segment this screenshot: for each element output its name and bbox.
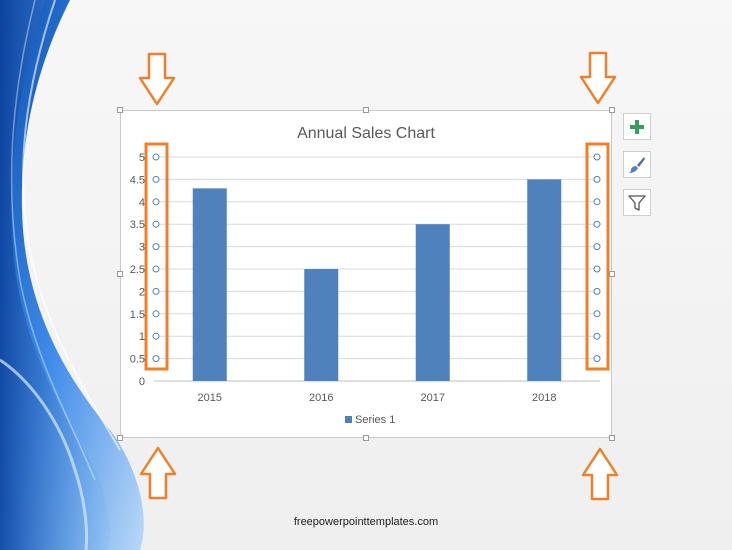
gridline-handle-right <box>593 243 601 251</box>
gridline-handle-right <box>593 287 601 295</box>
y-tick-label: 0 <box>139 376 145 388</box>
gridline-handle-right <box>593 332 601 340</box>
background-swirl <box>0 0 144 550</box>
chart-filters-button[interactable] <box>623 189 651 216</box>
gridline-handle-left <box>152 153 160 161</box>
y-tick-label: 2.5 <box>130 264 145 276</box>
footer-text: freepowerpointtemplates.com <box>293 516 439 528</box>
x-tick-label: 2017 <box>421 392 445 404</box>
gridline-handle-left <box>152 310 160 318</box>
gridline-handle-left <box>152 198 160 206</box>
funnel-icon <box>628 194 646 211</box>
gridline-handle-left <box>152 243 160 251</box>
y-tick-label: 4 <box>139 197 145 209</box>
legend-swatch <box>345 416 352 423</box>
y-tick-label: 3.5 <box>130 219 145 231</box>
y-tick-label: 3 <box>139 242 145 254</box>
x-tick-label: 2016 <box>309 392 333 404</box>
legend-label: Series 1 <box>355 414 395 426</box>
gridline-handle-left <box>152 175 160 183</box>
gridline-handle-right <box>593 220 601 228</box>
gridline-handle-left <box>152 332 160 340</box>
gridline-handle-right <box>593 310 601 318</box>
bar[interactable] <box>192 188 227 381</box>
arrow-up-icon <box>139 446 177 500</box>
arrow-down-icon <box>138 52 176 106</box>
y-tick-label: 0.5 <box>130 354 145 366</box>
bar[interactable] <box>415 224 450 381</box>
gridline-handle-left <box>152 355 160 363</box>
x-tick-label: 2018 <box>532 392 556 404</box>
y-tick-label: 5 <box>139 152 145 164</box>
resize-handle-bottom[interactable] <box>363 435 369 441</box>
gridline-handle-left <box>152 287 160 295</box>
resize-handle-bottom-right[interactable] <box>609 435 615 441</box>
resize-handle-top-left[interactable] <box>117 107 123 113</box>
gridline-handle-right <box>593 153 601 161</box>
gridline-handle-right <box>593 198 601 206</box>
resize-handle-top-right[interactable] <box>609 107 615 113</box>
resize-handle-top[interactable] <box>363 107 369 113</box>
chart-elements-button[interactable] <box>623 113 651 140</box>
arrow-up-icon <box>581 447 619 501</box>
resize-handle-left[interactable] <box>117 271 123 277</box>
chart-title[interactable]: Annual Sales Chart <box>297 125 435 142</box>
resize-handle-bottom-left[interactable] <box>117 435 123 441</box>
plus-icon <box>630 119 644 134</box>
bar[interactable] <box>527 179 562 381</box>
chart-styles-button[interactable] <box>623 151 651 178</box>
gridline-handle-left <box>152 220 160 228</box>
arrow-down-icon <box>579 51 617 105</box>
gridline-handle-right <box>593 175 601 183</box>
y-tick-label: 1 <box>139 331 145 343</box>
gridline-handle-right <box>593 355 601 363</box>
highlight-box-left <box>144 142 169 371</box>
y-tick-label: 1.5 <box>130 309 145 321</box>
gridline-handle-right <box>593 265 601 273</box>
gridline-handle-left <box>152 265 160 273</box>
paintbrush-icon <box>629 156 645 173</box>
highlight-box-right <box>585 142 610 371</box>
y-tick-label: 2 <box>139 286 145 298</box>
x-tick-label: 2015 <box>198 392 222 404</box>
bar[interactable] <box>304 269 339 381</box>
y-tick-label: 4.5 <box>130 174 145 186</box>
